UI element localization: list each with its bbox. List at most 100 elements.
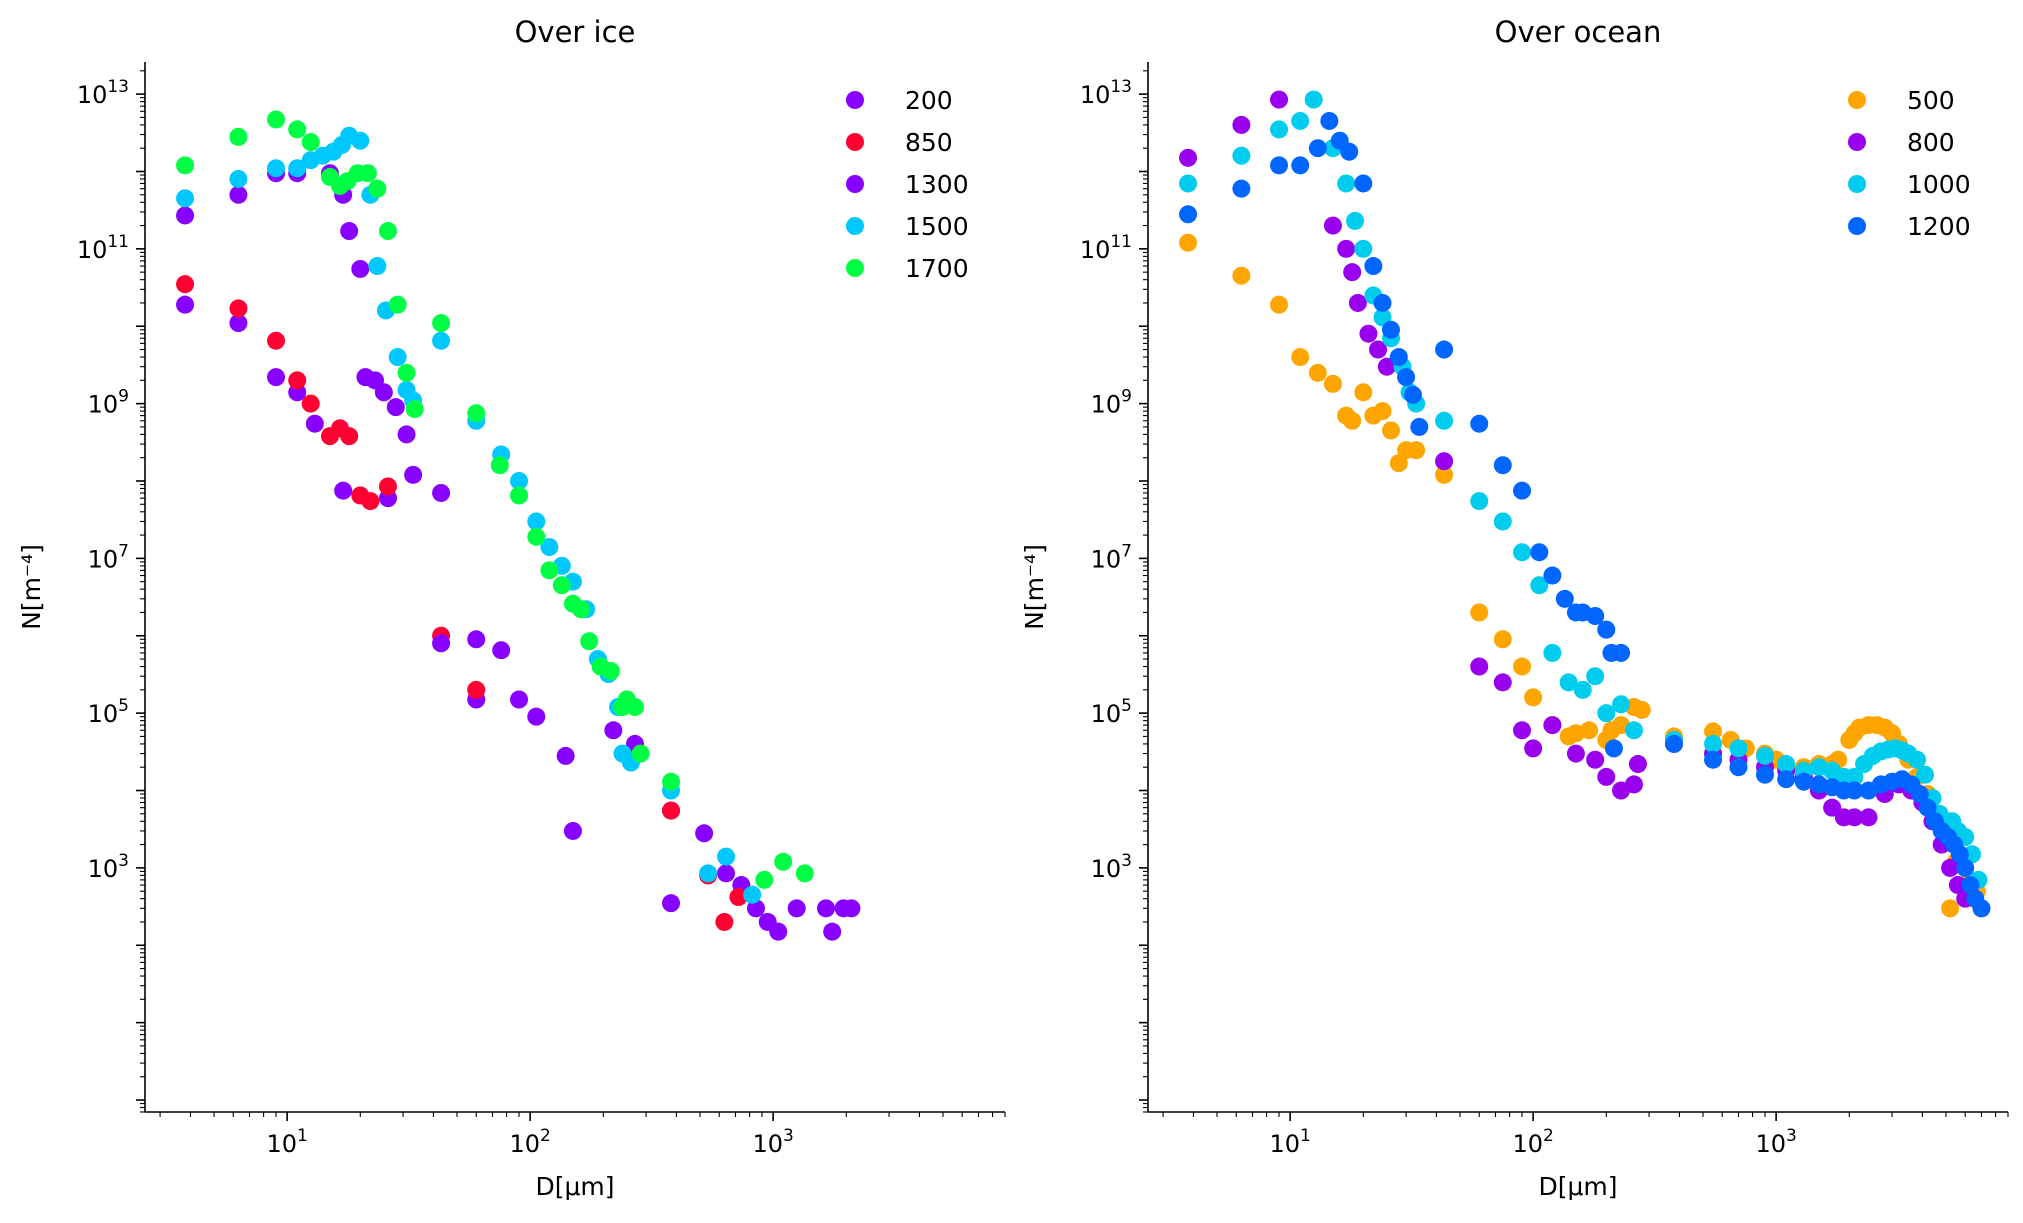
data-point [743, 885, 762, 904]
series-1200 [1179, 111, 1991, 918]
data-point [358, 164, 377, 183]
data-point [388, 348, 407, 367]
data-point [1369, 340, 1388, 359]
data-point [288, 371, 307, 390]
data-point [1961, 876, 1980, 895]
data-point [1777, 770, 1796, 789]
legend-marker [846, 259, 864, 277]
data-point [1559, 673, 1578, 692]
data-point [1270, 120, 1289, 139]
data-point [1597, 704, 1616, 723]
data-point [1513, 721, 1532, 740]
data-point [1908, 750, 1927, 769]
data-point [1354, 383, 1373, 402]
data-point [397, 363, 416, 382]
data-point [662, 894, 681, 913]
data-point [1308, 363, 1327, 382]
data-point [1916, 765, 1935, 784]
data-point [490, 456, 509, 475]
data-point [267, 331, 286, 350]
data-point [432, 483, 451, 502]
x-axis-label: D[μm] [1538, 1172, 1617, 1201]
data-point [404, 465, 423, 484]
data-point [746, 899, 765, 918]
data-point [1373, 293, 1392, 312]
data-point [305, 414, 324, 433]
data-point [229, 299, 248, 318]
data-point [1794, 772, 1813, 791]
data-point [1665, 734, 1684, 753]
data-point [467, 404, 486, 423]
data-point [1291, 111, 1310, 130]
data-point [378, 477, 397, 496]
legend-marker [846, 217, 864, 235]
series-1300 [176, 164, 681, 913]
data-point [1972, 899, 1991, 918]
legend-label: 1000 [1907, 170, 1971, 199]
data-point [1628, 755, 1647, 774]
data-point [527, 707, 546, 726]
data-point [1308, 139, 1327, 158]
data-point [301, 133, 320, 152]
y-tick-label: 1013 [77, 77, 129, 109]
data-point [176, 206, 195, 225]
data-point [755, 870, 774, 889]
data-point [1524, 688, 1543, 707]
data-point [1348, 293, 1367, 312]
legend-marker [1848, 175, 1866, 193]
data-point [1612, 643, 1631, 662]
data-point [1612, 695, 1631, 714]
data-point [176, 156, 195, 175]
series-1500 [176, 126, 762, 904]
legend: 200 850 1300 1500 1700 [846, 86, 969, 283]
data-point [229, 314, 248, 333]
data-point [1270, 295, 1289, 314]
data-point [467, 680, 486, 699]
data-point [1493, 456, 1512, 475]
chart-title: Over ocean [1495, 15, 1662, 49]
data-point [386, 398, 405, 417]
series-850 [176, 275, 748, 931]
x-tick-label: 101 [266, 1126, 307, 1158]
data-point [1756, 765, 1775, 784]
data-point [601, 662, 620, 681]
data-point [1918, 798, 1937, 817]
data-point [1493, 630, 1512, 649]
data-point [397, 425, 416, 444]
x-axis-label: D[μm] [535, 1172, 614, 1201]
data-point [1435, 452, 1454, 471]
data-point [1513, 543, 1532, 562]
legend-marker [846, 133, 864, 151]
data-point [1232, 146, 1251, 165]
data-point [842, 899, 861, 918]
data-point [510, 471, 529, 490]
data-point [510, 690, 529, 709]
series-200 [176, 295, 861, 941]
legend-label: 1300 [905, 170, 969, 199]
data-point [556, 746, 575, 765]
data-point [1470, 492, 1489, 511]
data-point [625, 698, 644, 717]
data-point [1179, 233, 1198, 252]
data-point [662, 801, 681, 820]
legend: 500 800 1000 1200 [1848, 86, 1971, 241]
data-point [1941, 858, 1960, 877]
data-point [527, 527, 546, 546]
data-point [229, 127, 248, 146]
data-point [1403, 385, 1422, 404]
data-point [816, 899, 835, 918]
data-point [1948, 876, 1967, 895]
data-point [1580, 721, 1599, 740]
x-tick-label: 102 [1512, 1126, 1553, 1158]
data-point [1543, 566, 1562, 585]
y-axis-label: N[m⁻⁴] [17, 544, 46, 630]
data-point [1232, 115, 1251, 134]
data-point [1381, 320, 1400, 339]
y-tick-label: 107 [88, 541, 129, 573]
legend-label: 1200 [1907, 212, 1971, 241]
data-point [1381, 421, 1400, 440]
data-point [1323, 374, 1342, 393]
data-point [1340, 142, 1359, 161]
data-point [1543, 643, 1562, 662]
data-point [1586, 750, 1605, 769]
